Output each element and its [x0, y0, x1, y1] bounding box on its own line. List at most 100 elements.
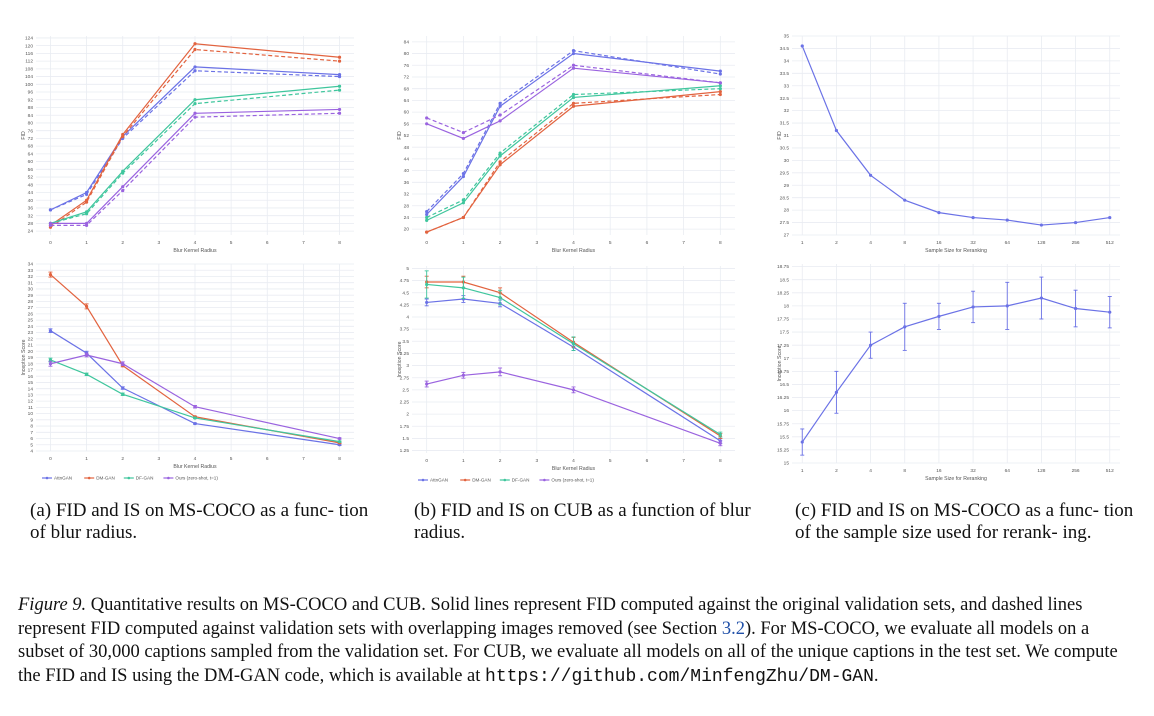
chart-fid-coco: 2428323640444852566064687276808488929610… — [21, 36, 354, 254]
data-point — [571, 95, 576, 100]
y-tick-label: 32 — [28, 213, 34, 219]
data-point — [1005, 304, 1009, 308]
data-point — [121, 362, 125, 366]
data-point — [193, 65, 197, 69]
figure-text-2: ). For MS-COCO, we evaluate all models o… — [18, 618, 1118, 686]
x-tick-label: 2 — [499, 240, 502, 246]
x-tick-label: 0 — [425, 240, 428, 246]
y-tick-label: 14 — [28, 386, 34, 392]
x-tick-label: 7 — [302, 456, 305, 462]
x-tick-label: 6 — [646, 240, 649, 246]
y-tick-label: 16 — [28, 374, 34, 380]
legend-label: DF-GAN — [512, 478, 530, 483]
y-tick-label: 11 — [28, 405, 33, 411]
data-point — [193, 102, 197, 106]
y-tick-label: 17.5 — [780, 330, 790, 336]
y-tick-label: 17.25 — [777, 343, 789, 349]
data-point — [337, 74, 342, 79]
y-tick-label: 56 — [28, 167, 34, 173]
y-axis-title: Inception Score — [777, 345, 783, 381]
y-tick-label: 116 — [25, 51, 33, 57]
data-point — [193, 421, 197, 426]
data-point — [1073, 220, 1078, 225]
data-point — [571, 49, 576, 53]
y-tick-label: 32 — [784, 108, 790, 114]
y-tick-label: 24 — [28, 229, 34, 235]
data-point — [971, 215, 975, 220]
x-tick-label: 7 — [302, 240, 305, 246]
y-tick-label: 29.5 — [780, 170, 790, 176]
y-tick-label: 48 — [404, 145, 410, 151]
y-tick-label: 31 — [28, 280, 34, 286]
x-tick-label: 8 — [338, 240, 341, 246]
subcaption-a: (a) FID and IS on MS-COCO as a func- tio… — [30, 500, 369, 543]
legend-label: DF-GAN — [136, 476, 154, 481]
data-point — [461, 130, 465, 135]
y-tick-label: 35 — [784, 34, 790, 40]
y-axis-title: FID — [397, 131, 403, 140]
data-point — [337, 88, 342, 92]
y-tick-label: 31 — [784, 133, 790, 139]
data-point — [84, 200, 89, 204]
data-point — [498, 113, 502, 117]
y-tick-label: 2 — [406, 412, 409, 418]
chart-is-rerank: 15 15.25 15.5 15.75 16 16.25 16.5 16.75 17 17.25 1… — [777, 264, 1120, 482]
section-reference-link[interactable]: 3.2 — [721, 618, 745, 639]
y-tick-label: 60 — [404, 110, 410, 116]
legend-label: AttnGAN — [430, 478, 448, 483]
data-point — [903, 325, 907, 329]
data-point — [461, 201, 465, 205]
y-tick-label: 88 — [28, 105, 34, 111]
y-axis-title: Inception Score — [21, 339, 27, 375]
data-point — [84, 304, 89, 308]
y-tick-label: 24 — [404, 215, 410, 221]
data-point — [425, 218, 429, 222]
x-axis-title: Blur Kernel Radius — [173, 464, 217, 470]
y-tick-label: 5 — [406, 266, 409, 272]
chart-is-cub: 1.25 1.5 1.75 2 2.25 2.5 2.75 3 3.25 3.5 3.75 4 4.25… — [397, 266, 735, 483]
x-tick-label: 1 — [462, 240, 465, 246]
data-point — [718, 441, 722, 445]
data-point — [1039, 223, 1044, 227]
y-tick-label: 3.75 — [400, 327, 410, 333]
data-point — [461, 198, 465, 202]
y-tick-label: 1.25 — [400, 448, 410, 454]
legend-label: Ours (zero-shot, t=1) — [175, 476, 218, 481]
data-point — [121, 171, 125, 175]
data-point — [937, 314, 941, 318]
y-tick-label: 72 — [28, 136, 34, 142]
data-point — [84, 192, 89, 197]
x-axis-title: Blur Kernel Radius — [552, 466, 596, 472]
y-tick-label: 16.25 — [777, 395, 789, 401]
y-tick-label: 3 — [406, 363, 409, 369]
data-point — [498, 119, 502, 123]
y-tick-label: 28 — [28, 221, 34, 227]
legend-label: DM-GAN — [472, 478, 491, 483]
data-point — [48, 272, 53, 277]
y-tick-label: 56 — [404, 121, 410, 127]
y-tick-label: 28 — [784, 208, 790, 214]
y-tick-label: 15 — [784, 461, 790, 467]
y-tick-label: 36 — [28, 206, 34, 212]
x-tick-label: 64 — [1005, 240, 1011, 246]
data-point — [84, 353, 89, 357]
x-tick-label: 1 — [801, 240, 804, 246]
data-point — [718, 90, 722, 94]
data-point — [425, 215, 429, 220]
x-tick-label: 5 — [230, 456, 233, 462]
y-tick-label: 23 — [28, 330, 34, 336]
y-tick-label: 64 — [28, 151, 34, 157]
y-tick-label: 30 — [28, 287, 34, 293]
x-tick-label: 32 — [970, 468, 976, 474]
y-tick-label: 96 — [28, 90, 34, 96]
dm-gan-url-link[interactable]: https://github.com/MinfengZhu/DM-GAN — [485, 666, 874, 687]
y-tick-label: 76 — [28, 128, 34, 134]
x-tick-label: 1 — [801, 468, 804, 474]
x-tick-label: 1 — [85, 456, 88, 462]
y-tick-label: 124 — [25, 36, 33, 42]
legend-marker — [87, 476, 91, 480]
y-tick-label: 60 — [28, 159, 34, 165]
data-point — [84, 372, 89, 376]
data-point — [834, 128, 839, 133]
x-tick-label: 0 — [49, 456, 52, 462]
